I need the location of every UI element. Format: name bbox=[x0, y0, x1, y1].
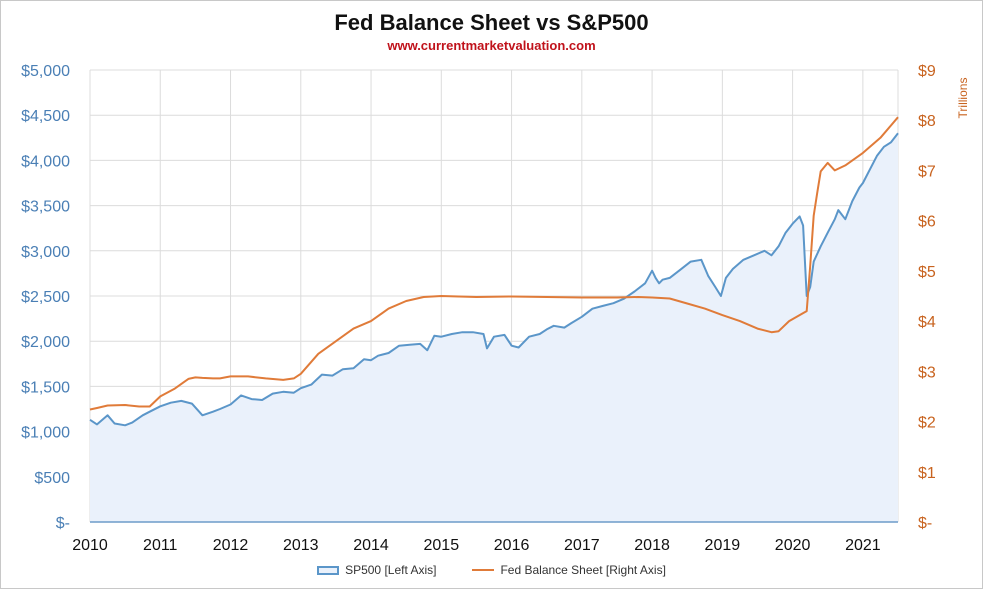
left-tick-label: $1,500 bbox=[21, 379, 70, 396]
x-tick-label: 2011 bbox=[143, 537, 178, 554]
right-tick-label: $5 bbox=[918, 264, 936, 281]
axis-layer: $- $500 $1,000 $1,500 $2,000 $2,500 $3,000 $3,5… bbox=[21, 63, 936, 554]
sp500-area bbox=[90, 133, 898, 523]
x-tick-label: 2020 bbox=[775, 537, 811, 554]
left-tick-label: $2,500 bbox=[21, 289, 70, 306]
series-line-layer bbox=[89, 116, 899, 427]
left-tick-label: $3,000 bbox=[21, 244, 70, 261]
left-tick-label: $4,500 bbox=[21, 108, 70, 125]
right-tick-label: $6 bbox=[918, 214, 936, 231]
x-tick-label: 2018 bbox=[634, 537, 670, 554]
right-tick-label: $4 bbox=[918, 314, 936, 331]
left-tick-label: $2,000 bbox=[21, 334, 70, 351]
right-tick-label: $2 bbox=[918, 415, 936, 432]
legend-item-sp500[interactable]: SP500 [Left Axis] bbox=[317, 563, 436, 577]
sp500-line bbox=[89, 132, 899, 427]
x-tick-label: 2016 bbox=[494, 537, 530, 554]
right-tick-label: $3 bbox=[918, 364, 936, 381]
x-tick-label: 2010 bbox=[72, 537, 108, 554]
right-tick-label: $1 bbox=[918, 465, 936, 482]
right-axis-label: Trillions bbox=[956, 78, 970, 119]
sp500-area-layer bbox=[90, 133, 898, 523]
left-tick-label: $4,000 bbox=[21, 153, 70, 170]
chart-subtitle-link[interactable]: www.currentmarketvaluation.com bbox=[387, 38, 596, 53]
left-tick-label: $5,000 bbox=[21, 63, 70, 80]
right-tick-label: $7 bbox=[918, 163, 936, 180]
right-tick-label: $9 bbox=[918, 63, 936, 80]
x-tick-label: 2012 bbox=[213, 537, 249, 554]
right-tick-label: $- bbox=[918, 515, 932, 532]
legend-label-sp500: SP500 [Left Axis] bbox=[345, 563, 437, 577]
left-tick-label: $- bbox=[56, 515, 70, 532]
legend: SP500 [Left Axis] Fed Balance Sheet [Rig… bbox=[0, 563, 983, 577]
legend-swatch-fed bbox=[472, 569, 495, 571]
legend-swatch-sp500 bbox=[317, 565, 340, 575]
fed-balance-line bbox=[89, 116, 899, 411]
right-tick-label: $8 bbox=[918, 113, 936, 130]
x-tick-label: 2017 bbox=[564, 537, 600, 554]
x-tick-label: 2014 bbox=[353, 537, 389, 554]
x-tick-label: 2015 bbox=[424, 537, 460, 554]
x-tick-label: 2013 bbox=[283, 537, 319, 554]
left-tick-label: $3,500 bbox=[21, 199, 70, 216]
chart-title: Fed Balance Sheet vs S&P500 bbox=[334, 10, 649, 35]
x-tick-label: 2021 bbox=[845, 537, 881, 554]
x-tick-label: 2019 bbox=[705, 537, 741, 554]
legend-label-fed: Fed Balance Sheet [Right Axis] bbox=[500, 563, 666, 577]
left-tick-label: $500 bbox=[34, 470, 70, 487]
left-tick-label: $1,000 bbox=[21, 425, 70, 442]
legend-item-fed[interactable]: Fed Balance Sheet [Right Axis] bbox=[472, 563, 666, 577]
